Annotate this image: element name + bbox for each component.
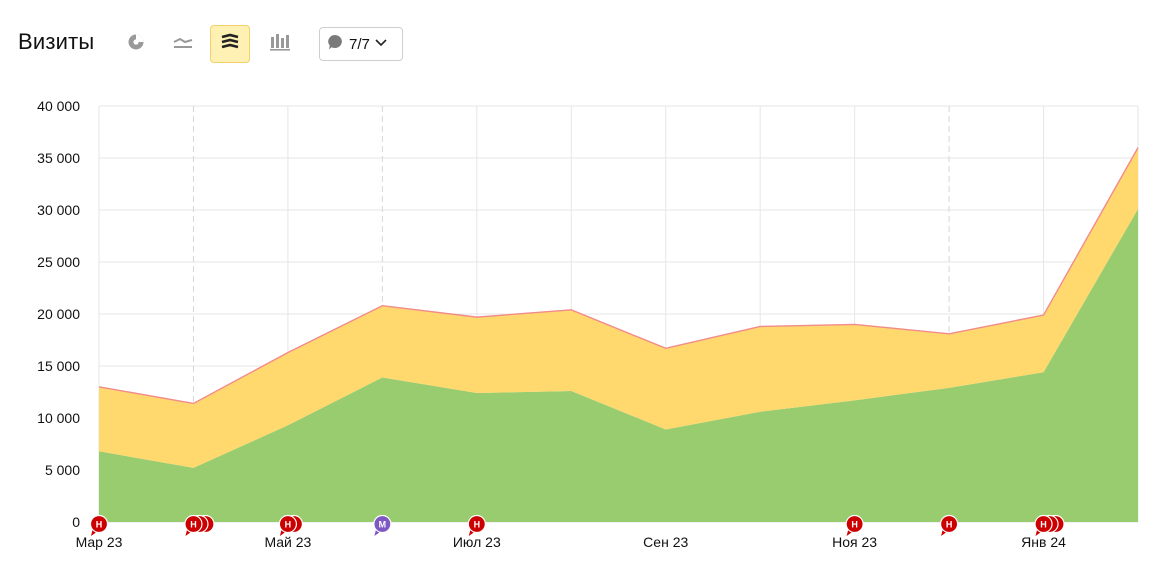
annotation-marker-icon bbox=[89, 514, 109, 534]
y-tick-label: 35 000 bbox=[37, 150, 80, 166]
y-tick-label: 20 000 bbox=[37, 306, 80, 322]
y-tick-label: 15 000 bbox=[37, 358, 80, 374]
line-chart-view-button[interactable] bbox=[163, 25, 203, 63]
pie-chart-view-button[interactable] bbox=[116, 25, 156, 63]
annotation-marker-icon bbox=[1034, 514, 1053, 534]
annotation-label: М bbox=[379, 519, 387, 529]
stacked-area-view-button[interactable] bbox=[210, 25, 250, 63]
annotation-marker-icon bbox=[184, 514, 203, 534]
annotation-marker-icon bbox=[373, 514, 392, 534]
x-tick-label: Ноя 23 bbox=[832, 534, 877, 550]
x-tick-label: Май 23 bbox=[264, 534, 311, 550]
x-tick-label: Янв 24 bbox=[1021, 534, 1066, 550]
annotation-label: Н bbox=[474, 519, 481, 529]
annotation-label: Н bbox=[946, 519, 953, 529]
y-tick-label: 25 000 bbox=[37, 254, 80, 270]
visits-stacked-area-chart: 0 5 000 10 000 15 000 20 000 25 000 30 000 35 0… bbox=[37, 98, 1139, 550]
chart-title: Визиты bbox=[18, 29, 95, 54]
x-tick-label: Июл 23 bbox=[453, 534, 501, 550]
y-tick-label: 5 000 bbox=[45, 462, 80, 478]
y-tick-label: 0 bbox=[72, 514, 80, 530]
bar-chart-icon bbox=[269, 32, 291, 57]
area-series-2 bbox=[99, 147, 1138, 468]
chevron-down-icon bbox=[374, 35, 388, 53]
annotation-label: Н bbox=[1040, 519, 1047, 529]
comment-icon bbox=[326, 33, 344, 56]
x-tick-label: Мар 23 bbox=[76, 534, 123, 550]
annotations-filter-button[interactable]: 7/7 bbox=[319, 27, 403, 61]
pie-chart-icon bbox=[126, 32, 146, 57]
line-chart-icon bbox=[172, 32, 194, 57]
y-tick-label: 30 000 bbox=[37, 202, 80, 218]
y-tick-label: 10 000 bbox=[37, 410, 80, 426]
annotation-label: Н bbox=[190, 519, 197, 529]
annotation-marker-icon bbox=[278, 514, 298, 534]
annotation-marker-icon bbox=[939, 514, 959, 534]
annotations-count: 7/7 bbox=[349, 35, 370, 53]
annotation-label: Н bbox=[96, 519, 103, 529]
stacked-area-icon bbox=[219, 32, 241, 57]
x-tick-label: Сен 23 bbox=[643, 534, 688, 550]
bar-chart-view-button[interactable] bbox=[260, 25, 300, 63]
y-tick-label: 40 000 bbox=[37, 98, 80, 114]
annotation-marker-icon bbox=[467, 514, 486, 534]
area-series-1 bbox=[99, 208, 1138, 522]
annotation-marker-icon bbox=[845, 514, 864, 534]
annotation-label: Н bbox=[285, 519, 292, 529]
total-top-line bbox=[98, 147, 1139, 405]
annotation-label: Н bbox=[851, 519, 858, 529]
chart-toolbar: Визиты bbox=[0, 0, 1170, 90]
